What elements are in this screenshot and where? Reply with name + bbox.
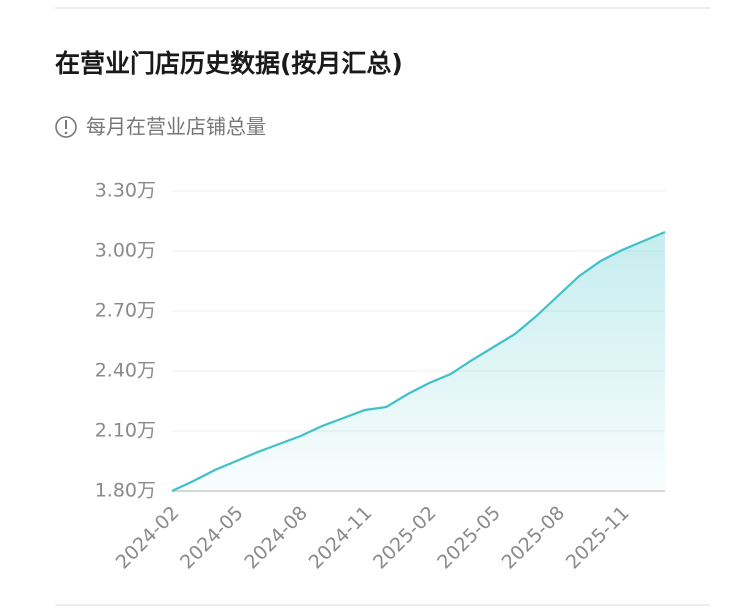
info-icon-dot — [64, 131, 68, 135]
x-tick-label: 2025-11 — [562, 502, 634, 574]
x-tick-label: 2025-08 — [498, 502, 570, 574]
y-tick-label: 2.70万 — [95, 300, 156, 322]
y-tick-label: 1.80万 — [95, 480, 156, 502]
x-tick-label: 2024-11 — [305, 502, 377, 574]
x-tick-label: 2024-05 — [176, 502, 248, 574]
chart-title: 在营业门店历史数据(按月汇总) — [55, 49, 403, 78]
info-icon — [55, 116, 77, 138]
x-tick-label: 2024-02 — [112, 502, 184, 574]
area-fill — [172, 232, 665, 491]
y-tick-label: 3.00万 — [95, 240, 156, 262]
x-tick-label: 2025-02 — [369, 502, 441, 574]
x-tick-label: 2025-05 — [433, 502, 505, 574]
y-tick-label: 3.30万 — [95, 180, 156, 202]
chart-subtitle: 每月在营业店铺总量 — [86, 115, 266, 139]
x-tick-label: 2024-08 — [240, 502, 312, 574]
y-tick-label: 2.40万 — [95, 360, 156, 382]
y-tick-label: 2.10万 — [95, 420, 156, 442]
data-line — [171, 230, 666, 492]
